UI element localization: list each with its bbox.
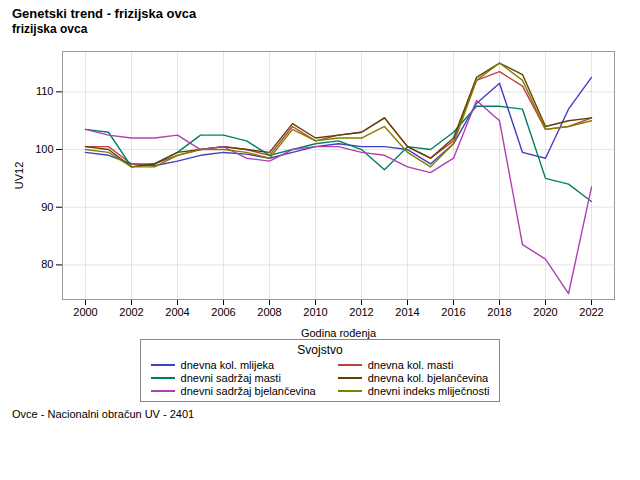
svg-text:Godina rođenja: Godina rođenja xyxy=(301,327,377,339)
svg-text:UV12: UV12 xyxy=(13,162,25,190)
html-text:Svojstvo: Svojstvo xyxy=(297,343,343,357)
html-text:Genetski trend - frizijska ovc: Genetski trend - frizijska ovca xyxy=(12,6,197,21)
html-text:dnevna kol. bjelančevina: dnevna kol. bjelančevina xyxy=(367,372,489,384)
svg-text:2004: 2004 xyxy=(165,306,189,318)
svg-text:2016: 2016 xyxy=(441,306,465,318)
svg-text:2008: 2008 xyxy=(257,306,281,318)
html-text:dnevna kol. mlijeka: dnevna kol. mlijeka xyxy=(180,359,275,371)
svg-text:80: 80 xyxy=(41,258,53,270)
svg-text:2006: 2006 xyxy=(211,306,235,318)
html-text:dnevni sadržaj bjelančevina: dnevni sadržaj bjelančevina xyxy=(180,385,316,397)
svg-text:2014: 2014 xyxy=(395,306,419,318)
html-text:dnevni indeks mliječnosti: dnevni indeks mliječnosti xyxy=(367,385,490,397)
svg-text:2022: 2022 xyxy=(579,306,603,318)
html-text:dnevni sadržaj masti: dnevni sadržaj masti xyxy=(180,372,281,384)
svg-text:2012: 2012 xyxy=(349,306,373,318)
svg-text:90: 90 xyxy=(41,201,53,213)
svg-text:100: 100 xyxy=(35,143,53,155)
svg-text:2020: 2020 xyxy=(533,306,557,318)
html-text:dnevna kol. masti: dnevna kol. masti xyxy=(367,359,454,371)
html-text:frizijska ovca: frizijska ovca xyxy=(12,22,88,36)
svg-text:2002: 2002 xyxy=(119,306,143,318)
html-text:Ovce - Nacionalni obračun UV -: Ovce - Nacionalni obračun UV - 2401 xyxy=(12,408,195,420)
svg-text:2000: 2000 xyxy=(73,306,97,318)
svg-text:2010: 2010 xyxy=(303,306,327,318)
svg-text:2018: 2018 xyxy=(487,306,511,318)
svg-text:110: 110 xyxy=(36,85,54,97)
